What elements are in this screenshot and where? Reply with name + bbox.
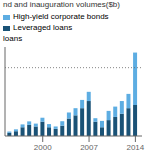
svg-text:2000: 2000 (34, 143, 52, 150)
html-text:High-yield corporate bonds: High-yield corporate bonds (13, 12, 109, 21)
html-text:Leveraged loans: Leveraged loans (13, 23, 73, 32)
svg-text:2007: 2007 (80, 143, 98, 150)
html-text:loans: loans (3, 34, 23, 43)
html-text:nd and inauguration volumes($b: nd and inauguration volumes($b) (3, 0, 120, 9)
svg-text:2014: 2014 (126, 143, 142, 150)
